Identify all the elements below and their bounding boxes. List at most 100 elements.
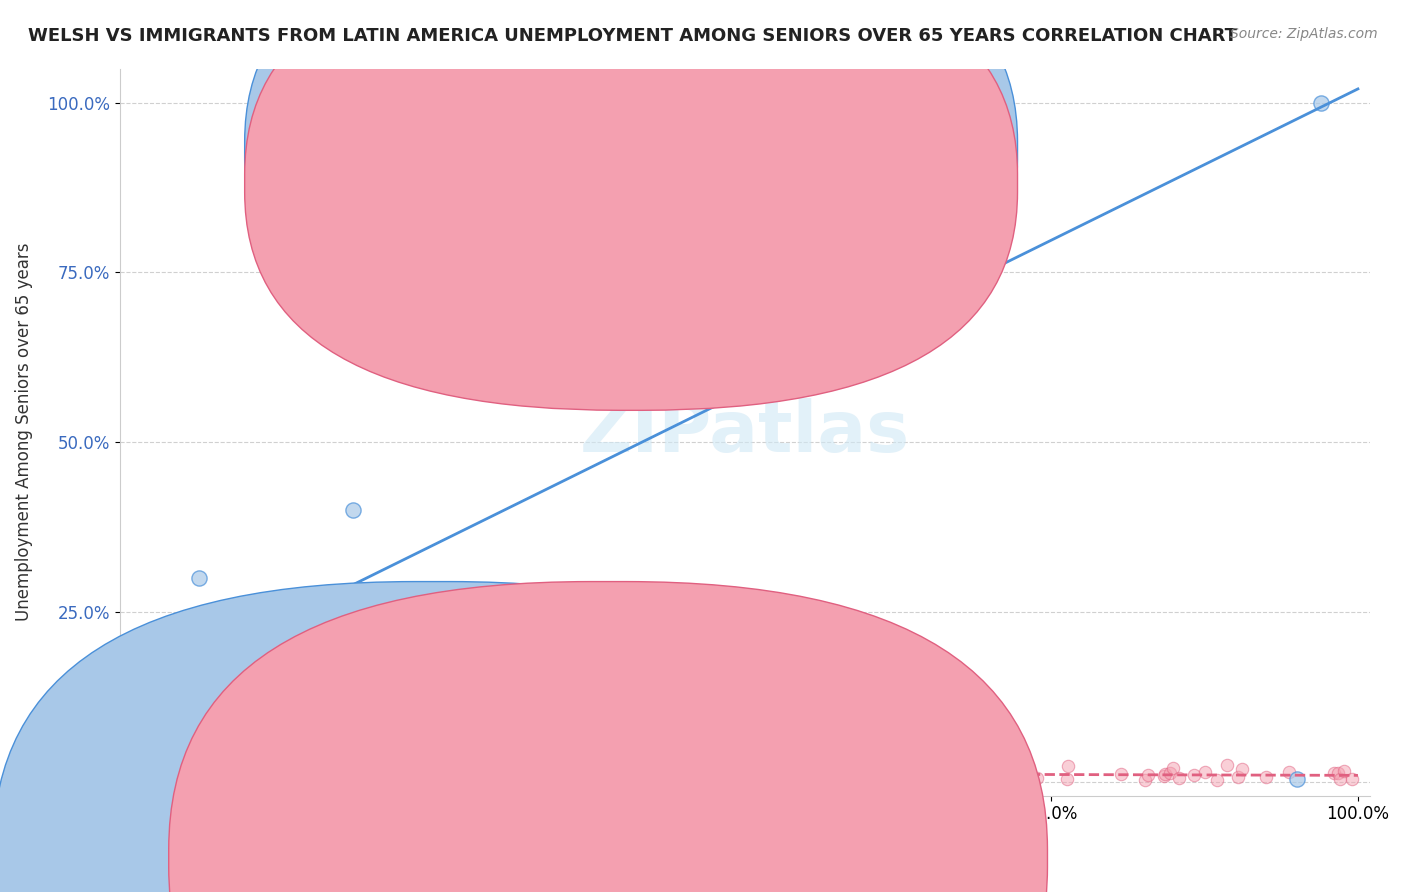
- Point: [419, 750, 441, 764]
- Point: [1153, 769, 1175, 783]
- Point: [391, 772, 413, 786]
- Point: [280, 632, 302, 647]
- Point: [1285, 772, 1308, 786]
- Point: [1329, 772, 1351, 786]
- Point: [872, 771, 894, 785]
- Point: [318, 764, 340, 778]
- Point: [797, 774, 820, 789]
- Point: [509, 764, 531, 778]
- Point: [516, 767, 538, 781]
- Point: [630, 753, 652, 767]
- Point: [557, 763, 579, 777]
- Point: [948, 769, 970, 783]
- Point: [541, 772, 564, 786]
- Point: [758, 767, 780, 781]
- Point: [772, 772, 794, 786]
- Point: [488, 245, 510, 260]
- Point: [1341, 772, 1364, 786]
- Point: [658, 767, 681, 781]
- Point: [1025, 771, 1047, 785]
- FancyBboxPatch shape: [245, 0, 1018, 410]
- Point: [1194, 765, 1216, 780]
- Point: [631, 771, 654, 785]
- Text: ZIPatlas: ZIPatlas: [579, 398, 910, 467]
- Point: [986, 752, 1008, 766]
- FancyBboxPatch shape: [245, 0, 1018, 377]
- Point: [145, 772, 167, 786]
- Point: [479, 767, 502, 781]
- Point: [344, 771, 367, 785]
- Point: [860, 770, 883, 784]
- Point: [1017, 774, 1039, 789]
- Point: [181, 772, 204, 786]
- Point: [170, 772, 193, 786]
- Point: [512, 771, 534, 785]
- Point: [305, 734, 328, 748]
- Point: [359, 774, 381, 789]
- Point: [307, 771, 329, 785]
- FancyBboxPatch shape: [602, 112, 901, 221]
- Point: [219, 625, 242, 640]
- Point: [139, 772, 162, 786]
- Point: [281, 687, 304, 701]
- Point: [898, 707, 921, 722]
- Point: [1278, 765, 1301, 780]
- Point: [509, 753, 531, 767]
- Point: [1226, 770, 1249, 784]
- Point: [174, 768, 197, 782]
- Point: [555, 766, 578, 780]
- Point: [1159, 765, 1181, 780]
- Point: [800, 764, 823, 779]
- Text: R =  0.623   N=  29: R = 0.623 N= 29: [645, 141, 794, 156]
- Point: [308, 760, 330, 774]
- Point: [233, 761, 256, 775]
- Point: [141, 765, 163, 780]
- Point: [219, 772, 242, 786]
- Point: [416, 774, 439, 789]
- Point: [1137, 768, 1160, 782]
- Point: [399, 761, 422, 775]
- Point: [269, 761, 291, 775]
- Point: [813, 769, 835, 783]
- Point: [541, 763, 564, 777]
- Point: [558, 773, 581, 788]
- Point: [188, 571, 211, 585]
- Point: [375, 765, 398, 780]
- Point: [1333, 764, 1355, 778]
- Point: [640, 767, 662, 781]
- Point: [200, 653, 222, 667]
- Point: [713, 753, 735, 767]
- Point: [887, 774, 910, 789]
- Point: [725, 765, 748, 780]
- Point: [1153, 767, 1175, 781]
- Point: [761, 754, 783, 768]
- Point: [644, 771, 666, 785]
- Point: [956, 765, 979, 780]
- Point: [342, 503, 364, 517]
- Point: [830, 770, 852, 784]
- Point: [481, 756, 503, 770]
- Point: [163, 764, 186, 779]
- Point: [598, 768, 620, 782]
- Point: [969, 763, 991, 777]
- Point: [564, 755, 586, 769]
- Point: [602, 770, 624, 784]
- Point: [735, 774, 758, 789]
- Point: [1256, 771, 1278, 785]
- Point: [823, 766, 845, 780]
- Point: [643, 771, 665, 785]
- Point: [436, 772, 458, 786]
- Point: [1057, 758, 1080, 772]
- Point: [471, 773, 494, 788]
- Point: [1010, 768, 1032, 782]
- Point: [932, 771, 955, 785]
- Point: [267, 673, 290, 688]
- Point: [652, 774, 675, 789]
- Point: [747, 772, 769, 787]
- Point: [973, 767, 995, 781]
- Point: [207, 632, 229, 647]
- Point: [256, 772, 278, 786]
- Point: [605, 767, 627, 781]
- Text: R = -0.091  N= 132: R = -0.091 N= 132: [645, 174, 794, 189]
- Point: [749, 767, 772, 781]
